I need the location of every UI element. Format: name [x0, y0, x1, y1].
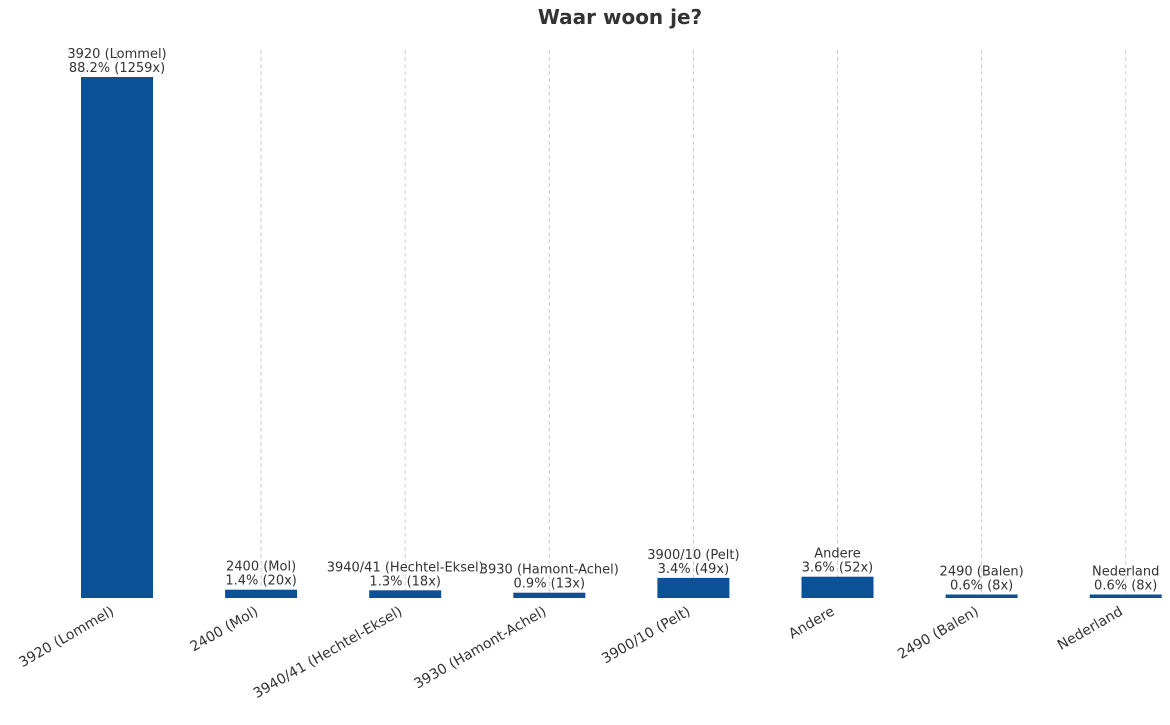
data-label-3940-41-hechtel-eksel: 3940/41 (Hechtel-Eksel) 1.3% (18x): [327, 560, 484, 589]
data-label-3930-hamont-achel: 3930 (Hamont-Achel) 0.9% (13x): [480, 563, 619, 592]
data-label-value: 3.4% (49x): [658, 562, 730, 577]
bar-3920-lommel: [81, 77, 153, 598]
data-label-name: Andere: [814, 547, 860, 562]
bar-3940-41-hechtel-eksel: [369, 590, 442, 598]
chart-title: Waar woon je?: [538, 5, 702, 29]
bars: [81, 77, 1162, 598]
x-tick-labels: 3920 (Lommel) 2400 (Mol)3940/41 (Hechtel-…: [16, 604, 1125, 702]
x-tick-2400-mol: 2400 (Mol): [188, 604, 261, 656]
bar-nederland: [1089, 594, 1162, 598]
data-label-3920-lommel: 3920 (Lommel) 88.2% (1259x): [67, 47, 166, 76]
data-label-3900-10-pelt: 3900/10 (Pelt) 3.4% (49x): [647, 548, 739, 577]
gridlines: [116, 50, 1127, 598]
x-tick-3930-hamont-achel: 3930 (Hamont-Achel): [412, 604, 550, 693]
data-label-value: 3.6% (52x): [802, 561, 874, 576]
x-tick-nederland: Nederland: [1055, 604, 1126, 654]
data-label-2400-mol: 2400 (Mol) 1.4% (20x): [225, 560, 297, 589]
x-tick-3920-lommel: 3920 (Lommel): [16, 604, 117, 671]
data-label-name: 3920 (Lommel): [67, 47, 166, 62]
x-tick-3900-10-pelt: 3900/10 (Pelt): [599, 604, 693, 668]
bar-andere: [801, 576, 874, 598]
x-tick-2490-balen: 2490 (Balen): [895, 604, 981, 663]
x-tick-3940-41-hechtel-eksel: 3940/41 (Hechtel-Eksel): [251, 604, 405, 702]
data-label-name: 2400 (Mol): [226, 560, 296, 575]
data-label-name: 3900/10 (Pelt): [647, 548, 739, 563]
data-label-name: 3940/41 (Hechtel-Eksel): [327, 560, 484, 575]
data-label-andere: Andere 3.6% (52x): [802, 547, 874, 576]
data-label-name: 2490 (Balen): [940, 565, 1024, 580]
data-label-nederland: Nederland 0.6% (8x): [1092, 565, 1159, 594]
x-tick-andere: Andere: [786, 604, 837, 643]
bar-3930-hamont-achel: [513, 592, 586, 598]
data-label-2490-balen: 2490 (Balen) 0.6% (8x): [940, 565, 1024, 594]
data-label-value: 1.4% (20x): [225, 574, 297, 589]
bar-2490-balen: [945, 594, 1018, 598]
data-label-name: 3930 (Hamont-Achel): [480, 563, 619, 578]
bar-3900-10-pelt: [657, 577, 730, 598]
data-label-value: 1.3% (18x): [369, 574, 441, 589]
data-label-value: 0.6% (8x): [950, 579, 1013, 594]
data-labels: 3920 (Lommel) 88.2% (1259x) 2400 (Mol) 1.4%…: [67, 47, 1159, 594]
data-label-name: Nederland: [1092, 565, 1159, 580]
data-label-value: 0.6% (8x): [1094, 579, 1157, 594]
data-label-value: 0.9% (13x): [514, 577, 586, 592]
bar-2400-mol: [225, 589, 298, 598]
data-label-value: 88.2% (1259x): [69, 61, 165, 76]
